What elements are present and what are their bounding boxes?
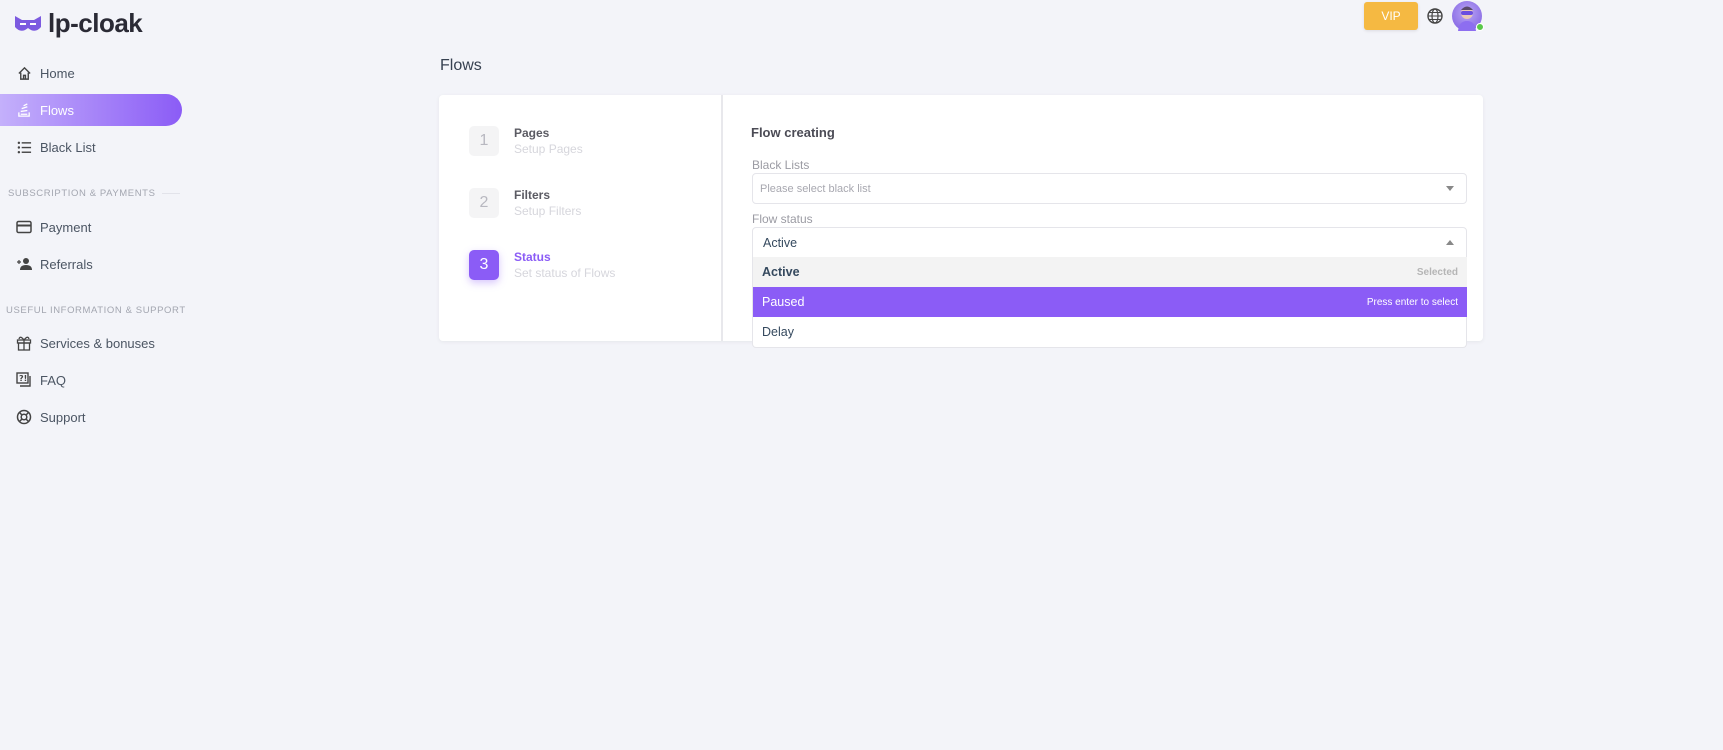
- section-header-support: USEFUL INFORMATION & SUPPORT: [6, 305, 185, 316]
- sidebar-item-payment[interactable]: Payment: [0, 211, 182, 243]
- option-label: Paused: [762, 295, 805, 309]
- option-label: Active: [762, 265, 800, 279]
- sidebar-item-referrals[interactable]: Referrals: [0, 248, 182, 280]
- chevron-up-icon: [1446, 240, 1454, 245]
- sidebar-item-label: Payment: [40, 219, 92, 235]
- step-3-number[interactable]: 3: [469, 250, 499, 280]
- gift-icon: [16, 335, 32, 351]
- option-active[interactable]: Active Selected: [753, 257, 1467, 287]
- sidebar-item-label: FAQ: [40, 372, 67, 388]
- sidebar-item-label: Home: [40, 65, 75, 81]
- sidebar-item-label: Black List: [40, 139, 96, 155]
- sidebar-item-support[interactable]: Support: [0, 401, 182, 433]
- step-2-number[interactable]: 2: [469, 188, 499, 218]
- black-lists-label: Black Lists: [752, 158, 810, 172]
- divider: [721, 95, 723, 341]
- globe-icon[interactable]: [1427, 8, 1443, 29]
- section-label: USEFUL INFORMATION & SUPPORT: [6, 305, 186, 316]
- page-title: Flows: [440, 57, 482, 74]
- flow-status-select[interactable]: Active: [752, 227, 1467, 258]
- step-1-subtitle: Setup Pages: [514, 142, 583, 156]
- lifebuoy-icon: [16, 409, 32, 425]
- option-delay[interactable]: Delay: [753, 317, 1467, 347]
- chevron-down-icon: [1446, 186, 1454, 191]
- avatar-image: [1458, 6, 1476, 31]
- faq-icon: ?!: [16, 372, 32, 388]
- list-icon: [16, 139, 32, 155]
- flow-status-value: Active: [763, 235, 798, 250]
- logo[interactable]: lp-cloak: [14, 8, 143, 39]
- sidebar-item-black-list[interactable]: Black List: [0, 131, 182, 163]
- online-status-dot: [1476, 23, 1484, 31]
- option-hint: Press enter to select: [1366, 296, 1458, 308]
- sidebar-item-label: Support: [40, 409, 86, 425]
- form-heading: Flow creating: [751, 125, 835, 140]
- sidebar-item-label: Flows: [40, 102, 74, 118]
- black-lists-select[interactable]: Please select black list: [752, 173, 1467, 204]
- sidebar-item-home[interactable]: Home: [0, 57, 182, 89]
- step-3-subtitle: Set status of Flows: [514, 266, 616, 280]
- flow-status-label: Flow status: [752, 212, 813, 226]
- credit-card-icon: [16, 219, 32, 235]
- sidebar-item-label: Referrals: [40, 256, 93, 272]
- section-header-subscription: SUBSCRIPTION & PAYMENTS: [8, 188, 180, 199]
- black-lists-placeholder: Please select black list: [760, 182, 871, 195]
- sidebar-item-flows[interactable]: Flows: [0, 94, 182, 126]
- svg-text:?!: ?!: [19, 374, 27, 383]
- mask-logo-icon: [15, 15, 41, 31]
- sidebar-item-label: Services & bonuses: [40, 335, 155, 351]
- home-icon: [16, 65, 32, 81]
- step-2-subtitle: Setup Filters: [514, 204, 582, 218]
- option-label: Delay: [762, 325, 794, 339]
- sidebar-item-faq[interactable]: ?! FAQ: [0, 364, 182, 396]
- step-1-title[interactable]: Pages: [514, 126, 550, 140]
- sidebar-item-services[interactable]: Services & bonuses: [0, 327, 182, 359]
- avatar[interactable]: [1452, 1, 1484, 31]
- step-2-title[interactable]: Filters: [514, 188, 551, 202]
- vip-button[interactable]: VIP: [1364, 2, 1418, 30]
- step-3-title[interactable]: Status: [514, 250, 551, 264]
- option-hint: Selected: [1416, 266, 1458, 278]
- brand-name: lp-cloak: [48, 8, 143, 38]
- user-plus-icon: [16, 256, 32, 272]
- section-label: SUBSCRIPTION & PAYMENTS: [8, 188, 156, 199]
- flows-icon: [16, 102, 32, 118]
- step-1-number[interactable]: 1: [469, 126, 499, 156]
- option-paused[interactable]: Paused Press enter to select: [753, 287, 1467, 317]
